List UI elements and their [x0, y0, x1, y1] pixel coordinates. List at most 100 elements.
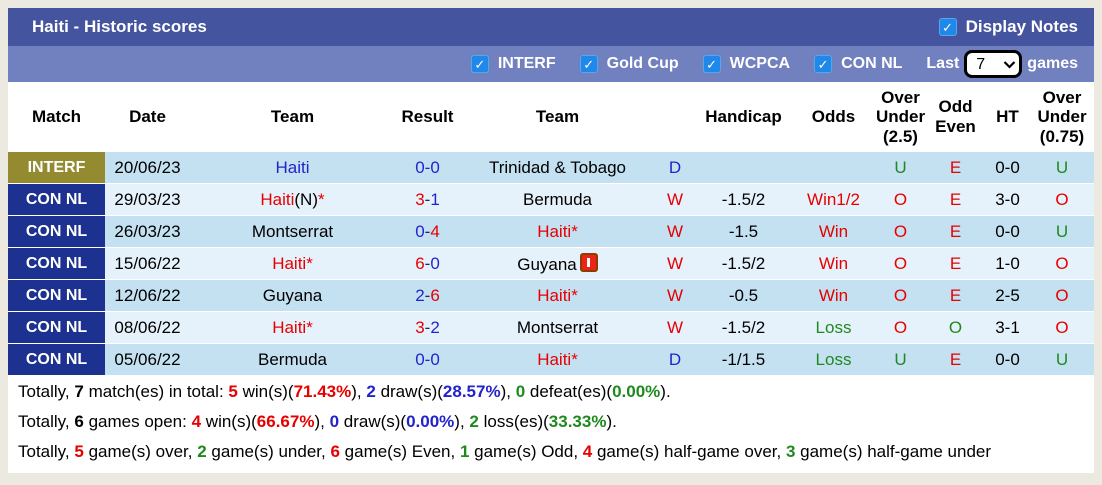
checkbox-icon[interactable]: ✓ — [702, 55, 721, 73]
away-team-cell[interactable]: Haiti* — [460, 343, 655, 376]
away-team-cell[interactable]: Bermuda — [460, 183, 655, 216]
table-row: CON NL 29/03/23 Haiti(N)* 3-1 Bermuda W -1.5/2… — [8, 183, 1094, 216]
result-cell: 3-1 — [395, 183, 460, 216]
home-team-cell[interactable]: Haiti — [190, 152, 395, 184]
over-under-0-75-cell: O — [1030, 183, 1094, 216]
handicap-cell: -1.5 — [695, 215, 792, 248]
over-under-0-75-cell: O — [1030, 279, 1094, 312]
odd-even-cell: E — [926, 215, 985, 248]
col-header-oddeven: Odd Even — [926, 82, 985, 152]
match-badge: CON NL — [8, 247, 105, 280]
filter-checkbox-con-nl[interactable]: ✓ CON NL — [814, 55, 902, 73]
away-team-cell[interactable]: Trinidad & Tobago — [460, 152, 655, 184]
ht-cell: 1-0 — [985, 247, 1030, 280]
odds-cell: Win1/2 — [792, 183, 875, 216]
odd-even-cell: O — [926, 311, 985, 344]
filter-checkbox-interf[interactable]: ✓ INTERF — [470, 55, 556, 73]
result-cell: 0-4 — [395, 215, 460, 248]
ht-cell: 0-0 — [985, 215, 1030, 248]
date-cell: 08/06/22 — [105, 311, 190, 344]
summary-line: Totally, 5 game(s) over, 2 game(s) under… — [18, 442, 992, 461]
handicap-cell: -1.5/2 — [695, 311, 792, 344]
ht-cell: 0-0 — [985, 152, 1030, 184]
handicap-cell — [695, 152, 792, 184]
result-cell: 6-0 — [395, 247, 460, 280]
results-table-area: Match Date Team Result Team Handicap Odds Over … — [8, 82, 1094, 376]
result-cell: 0-0 — [395, 343, 460, 376]
match-badge: CON NL — [8, 343, 105, 376]
away-team-cell[interactable]: Montserrat — [460, 311, 655, 344]
table-row: INTERF 20/06/23 Haiti 0-0 Trinidad & Tobago D… — [8, 152, 1094, 184]
last-games-select-wrap: 7 — [964, 50, 1023, 78]
over-under-0-75-cell: U — [1030, 343, 1094, 376]
over-under-0-75-cell: U — [1030, 215, 1094, 248]
ht-cell: 3-1 — [985, 311, 1030, 344]
competition-filters: ✓ INTERF ✓ Gold Cup ✓ WCPCA ✓ CON NL — [470, 55, 902, 73]
away-team-cell[interactable]: Guyana — [460, 247, 655, 280]
outcome-letter-cell: W — [655, 279, 695, 312]
display-notes-label: Display Notes — [965, 17, 1078, 36]
match-badge: INTERF — [8, 152, 105, 184]
col-header-letter — [655, 82, 695, 152]
col-header-team1: Team — [190, 82, 395, 152]
handicap-cell: -1/1.5 — [695, 343, 792, 376]
last-games-control: Last 7 games — [926, 50, 1078, 78]
odds-cell: Loss — [792, 311, 875, 344]
display-notes-toggle[interactable]: ✓ Display Notes — [938, 17, 1078, 37]
games-label: games — [1027, 55, 1078, 72]
match-badge: CON NL — [8, 311, 105, 344]
home-team-cell[interactable]: Montserrat — [190, 215, 395, 248]
col-header-result: Result — [395, 82, 460, 152]
checkbox-icon[interactable]: ✓ — [579, 55, 598, 73]
filter-label: INTERF — [497, 55, 556, 72]
over-under-2-5-cell: O — [875, 215, 926, 248]
date-cell: 26/03/23 — [105, 215, 190, 248]
over-under-2-5-cell: U — [875, 152, 926, 184]
date-cell: 29/03/23 — [105, 183, 190, 216]
checkbox-icon[interactable]: ✓ — [814, 55, 833, 73]
date-cell: 05/06/22 — [105, 343, 190, 376]
table-row: CON NL 08/06/22 Haiti* 3-2 Montserrat W -1.5/2… — [8, 311, 1094, 344]
filter-label: Gold Cup — [606, 55, 679, 72]
checkbox-icon[interactable]: ✓ — [470, 55, 489, 73]
last-games-select[interactable]: 7 — [964, 50, 1023, 78]
odds-cell: Win — [792, 279, 875, 312]
home-team-cell[interactable]: Bermuda — [190, 343, 395, 376]
summary-line: Totally, 6 games open: 4 win(s)(66.67%),… — [18, 412, 617, 431]
odd-even-cell: E — [926, 152, 985, 184]
date-cell: 20/06/23 — [105, 152, 190, 184]
away-team-cell[interactable]: Haiti* — [460, 215, 655, 248]
summary-line: Totally, 7 match(es) in total: 5 win(s)(… — [18, 382, 671, 401]
result-cell: 2-6 — [395, 279, 460, 312]
outcome-letter-cell: D — [655, 152, 695, 184]
outcome-letter-cell: D — [655, 343, 695, 376]
title-bar: Haiti - Historic scores ✓ Display Notes — [8, 8, 1094, 46]
table-header-row: Match Date Team Result Team Handicap Odds Over … — [8, 82, 1094, 152]
outcome-letter-cell: W — [655, 215, 695, 248]
date-cell: 15/06/22 — [105, 247, 190, 280]
match-badge: CON NL — [8, 279, 105, 312]
table-row: CON NL 12/06/22 Guyana 2-6 Haiti* W -0.5 Win O E 2… — [8, 279, 1094, 312]
handicap-cell: -1.5/2 — [695, 247, 792, 280]
away-team-cell[interactable]: Haiti* — [460, 279, 655, 312]
home-team-cell[interactable]: Guyana — [190, 279, 395, 312]
filter-checkbox-wcpca[interactable]: ✓ WCPCA — [702, 55, 791, 73]
red-card-icon — [579, 252, 598, 272]
over-under-0-75-cell: U — [1030, 152, 1094, 184]
filter-checkbox-gold-cup[interactable]: ✓ Gold Cup — [579, 55, 679, 73]
filter-label: WCPCA — [729, 55, 791, 72]
col-header-team2: Team — [460, 82, 655, 152]
table-row: CON NL 26/03/23 Montserrat 0-4 Haiti* W -1.5 Wi… — [8, 215, 1094, 248]
summary-section: Totally, 7 match(es) in total: 5 win(s)(… — [8, 376, 1094, 473]
ht-cell: 3-0 — [985, 183, 1030, 216]
home-team-cell[interactable]: Haiti(N)* — [190, 183, 395, 216]
col-header-ou075: Over Under (0.75) — [1030, 82, 1094, 152]
outcome-letter-cell: W — [655, 183, 695, 216]
over-under-2-5-cell: O — [875, 279, 926, 312]
home-team-cell[interactable]: Haiti* — [190, 247, 395, 280]
filter-label: CON NL — [841, 55, 903, 72]
outcome-letter-cell: W — [655, 311, 695, 344]
results-table: Match Date Team Result Team Handicap Odds Over … — [8, 82, 1094, 376]
home-team-cell[interactable]: Haiti* — [190, 311, 395, 344]
display-notes-checkbox-icon[interactable]: ✓ — [938, 18, 957, 36]
